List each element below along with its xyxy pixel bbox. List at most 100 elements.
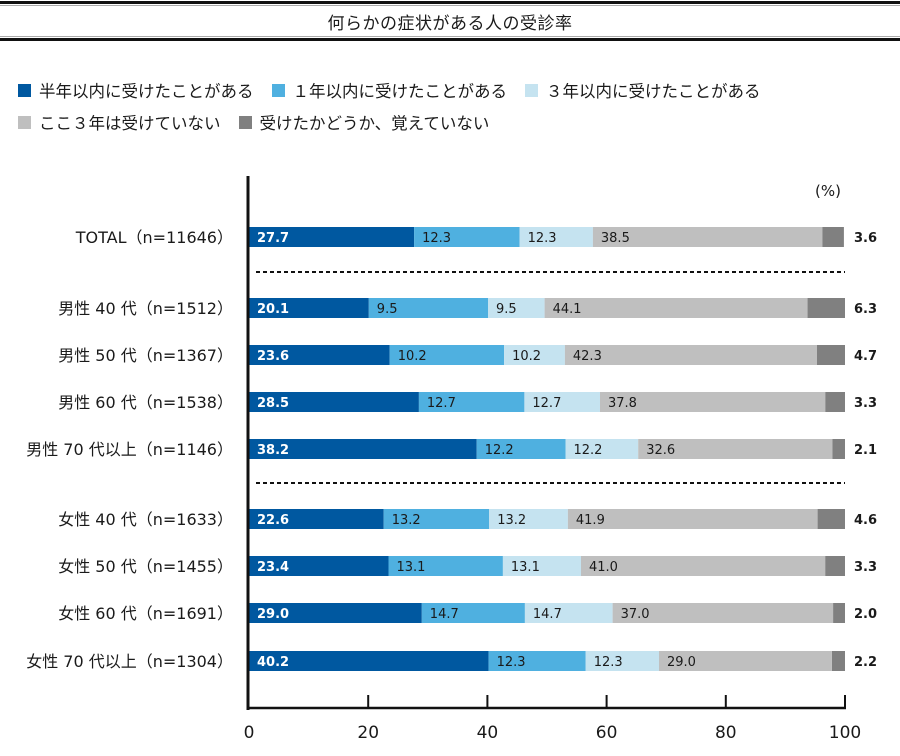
bar-segment	[833, 603, 845, 623]
legend-swatch-dont-remember	[238, 115, 252, 129]
data-label: 37.0	[621, 607, 650, 622]
data-label: 14.7	[533, 607, 562, 622]
bar-segment	[822, 227, 844, 247]
data-label: 38.5	[601, 231, 630, 246]
bar-segment	[488, 651, 586, 671]
data-label: 12.7	[532, 396, 561, 411]
legend-item-within-half-year: 半年以内に受けたことがある	[18, 78, 254, 102]
bars-group: TOTAL（n=11646） 27.7 12.3 12.3 38.5 3.6 男性 40 代…	[26, 227, 877, 671]
data-label: 27.7	[257, 231, 289, 246]
legend-item-within-3-years: ３年以内に受けたことがある	[525, 78, 761, 102]
legend-swatch-not-in-3-years	[18, 115, 31, 129]
data-label: 4.6	[854, 513, 877, 528]
legend-label: 半年以内に受けたことがある	[39, 82, 254, 101]
legend-label: ３年以内に受けたことがある	[546, 82, 761, 101]
category-label: 男性 50 代（n=1367）	[58, 346, 233, 365]
data-label: 12.3	[497, 655, 526, 670]
bar-segment	[504, 345, 565, 365]
category-label: 女性 60 代（n=1691）	[58, 604, 233, 623]
data-label: 29.0	[667, 655, 696, 670]
bar-segment	[383, 509, 490, 529]
x-tick-label: 80	[715, 723, 737, 743]
bar-segment	[519, 227, 593, 247]
data-label: 3.3	[854, 396, 877, 411]
bar-segment	[831, 651, 845, 671]
bar-segment	[825, 556, 845, 576]
bar-segment	[592, 227, 823, 247]
legend-swatch-within-half-year	[18, 83, 31, 97]
bar-segment	[389, 345, 505, 365]
legend-label: 受けたかどうか、覚えていない	[259, 114, 490, 133]
bar-segment	[249, 227, 415, 247]
bar-segment	[567, 509, 818, 529]
data-label: 4.7	[854, 349, 877, 364]
bar-segment	[612, 603, 834, 623]
data-label: 12.2	[485, 443, 514, 458]
bar-segment	[544, 298, 808, 318]
bar-segment	[600, 392, 826, 412]
bar-segment	[249, 509, 384, 529]
data-label: 41.0	[589, 560, 618, 575]
bar-segment	[585, 651, 659, 671]
data-label: 41.9	[576, 513, 605, 528]
data-label: 14.7	[430, 607, 459, 622]
bar-segment	[638, 439, 833, 459]
data-label: 9.5	[496, 302, 517, 317]
bar-segment	[659, 651, 832, 671]
category-label: 男性 40 代（n=1512）	[58, 299, 233, 318]
x-tick-label: 100	[829, 723, 861, 743]
data-label: 29.0	[257, 607, 289, 622]
data-label: 10.2	[398, 349, 427, 364]
data-label: 22.6	[257, 513, 289, 528]
data-label: 13.1	[511, 560, 540, 575]
bar-segment	[249, 298, 369, 318]
axes-group: 0 20 40 60 80 100	[244, 176, 861, 743]
bar-segment	[249, 392, 419, 412]
x-tick-label: 20	[357, 723, 379, 743]
data-label: 10.2	[512, 349, 541, 364]
category-label: 男性 60 代（n=1538）	[58, 393, 233, 412]
legend: 半年以内に受けたことがある １年以内に受けたことがある ３年以内に受けたことがあ…	[18, 78, 898, 142]
category-label: TOTAL（n=11646）	[75, 228, 233, 247]
bar-segment	[564, 345, 817, 365]
category-label: 男性 70 代以上（n=1146）	[26, 440, 233, 459]
category-label: 女性 40 代（n=1633）	[58, 510, 233, 529]
data-label: 13.1	[397, 560, 426, 575]
bar-segment	[421, 603, 525, 623]
data-label: 32.6	[646, 443, 675, 458]
data-label: 38.2	[257, 443, 289, 458]
data-label: 13.2	[497, 513, 526, 528]
unit-label: (%)	[815, 182, 841, 200]
bar-segment	[414, 227, 520, 247]
data-label: 3.6	[854, 231, 877, 246]
data-label: 23.4	[257, 560, 289, 575]
legend-item-not-in-3-years: ここ３年は受けていない	[18, 110, 221, 134]
data-label: 20.1	[257, 302, 289, 317]
data-label: 44.1	[553, 302, 582, 317]
data-label: 12.7	[427, 396, 456, 411]
bar-segment	[807, 298, 845, 318]
category-label: 女性 70 代以上（n=1304）	[26, 652, 233, 671]
category-label: 女性 50 代（n=1455）	[58, 557, 233, 576]
legend-item-within-1-year: １年以内に受けたことがある	[271, 78, 507, 102]
bar-segment	[488, 298, 545, 318]
bar-segment	[249, 556, 389, 576]
bar-segment	[581, 556, 826, 576]
data-label: 6.3	[854, 302, 877, 317]
data-label: 9.5	[377, 302, 398, 317]
data-label: 12.3	[528, 231, 557, 246]
legend-item-dont-remember: 受けたかどうか、覚えていない	[238, 110, 490, 134]
bar-segment	[418, 392, 525, 412]
chart-title-box: 何らかの症状がある人の受診率	[0, 1, 900, 41]
data-label: 40.2	[257, 655, 289, 670]
bar-segment	[832, 439, 845, 459]
bar-segment	[817, 509, 845, 529]
bar-segment	[476, 439, 566, 459]
bar-segment	[524, 603, 613, 623]
bar-segment	[825, 392, 845, 412]
data-label: 42.3	[573, 349, 602, 364]
bar-segment	[249, 651, 489, 671]
bar-segment	[249, 345, 390, 365]
bar-segment	[368, 298, 488, 318]
legend-label: ここ３年は受けていない	[39, 114, 221, 133]
